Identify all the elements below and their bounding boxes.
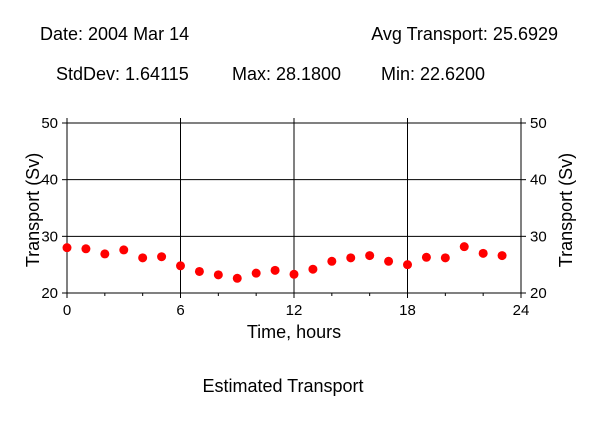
data-point	[421, 252, 431, 262]
data-point	[308, 264, 318, 274]
data-point	[270, 265, 280, 275]
data-point	[384, 256, 394, 266]
data-point	[327, 256, 337, 266]
data-point	[232, 273, 242, 283]
y-tick-label-left: 50	[41, 115, 58, 132]
x-tick-label: 18	[399, 302, 416, 319]
data-point	[459, 242, 469, 252]
data-point	[62, 243, 72, 253]
data-point	[119, 245, 129, 255]
x-tick-label: 12	[286, 302, 303, 319]
data-point	[213, 270, 223, 280]
y-tick-label-left: 20	[41, 285, 58, 302]
max-label: Max: 28.1800	[232, 64, 342, 84]
x-tick-label: 24	[513, 302, 530, 319]
data-point	[440, 253, 450, 263]
data-point	[194, 266, 204, 276]
data-point	[251, 268, 261, 278]
data-point	[497, 251, 507, 261]
chart-title: Estimated Transport	[202, 376, 363, 396]
y-tick-label-right: 50	[530, 115, 547, 132]
data-point	[478, 248, 488, 258]
data-points	[62, 242, 507, 283]
y-axis-label-left: Transport (Sv)	[23, 153, 43, 267]
y-axis-label-right: Transport (Sv)	[556, 153, 576, 267]
y-tick-label-right: 20	[530, 285, 547, 302]
stddev-label: StdDev: 1.64115	[56, 64, 189, 84]
data-point	[176, 261, 185, 271]
x-axis-label: Time, hours	[247, 322, 341, 342]
y-tick-label-left: 40	[41, 172, 58, 189]
data-point	[81, 244, 91, 254]
x-tick-label: 0	[63, 302, 71, 319]
date-label: Date: 2004 Mar 14	[40, 24, 190, 44]
grid-lines	[66, 122, 522, 294]
x-tick-label: 6	[176, 302, 184, 319]
data-point	[100, 249, 110, 259]
y-tick-label-right: 30	[530, 228, 547, 245]
y-tick-label-right: 40	[530, 172, 547, 189]
data-point	[157, 252, 167, 262]
min-label: Min: 22.6200	[381, 64, 486, 84]
data-point	[365, 251, 375, 261]
data-point	[346, 253, 356, 263]
y-tick-label-left: 30	[41, 228, 58, 245]
data-point	[289, 269, 299, 279]
data-point	[403, 260, 412, 270]
data-point	[138, 253, 148, 263]
avg-transport-label: Avg Transport: 25.6929	[371, 24, 558, 44]
